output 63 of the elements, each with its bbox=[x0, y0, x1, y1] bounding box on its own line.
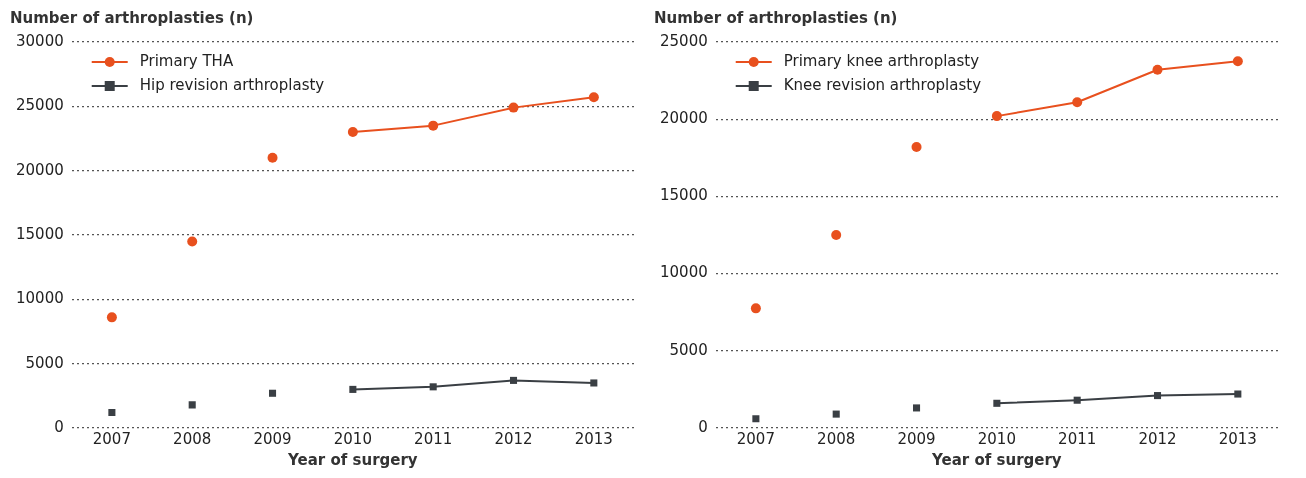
x-tick-label: 2008 bbox=[817, 429, 856, 448]
x-tick-label: 2010 bbox=[333, 429, 372, 448]
y-tick-label: 25000 bbox=[660, 31, 708, 50]
point bbox=[832, 410, 840, 418]
point bbox=[991, 111, 1002, 122]
point bbox=[188, 401, 196, 409]
y-tick-label: 15000 bbox=[16, 224, 64, 243]
x-tick-label: 2012 bbox=[1138, 429, 1177, 448]
point bbox=[1152, 64, 1163, 75]
x-axis-title: Year of surgery bbox=[287, 450, 418, 469]
y-axis-title: Number of arthroplasties (n) bbox=[654, 9, 898, 28]
legend-label: Knee revision arthroplasty bbox=[783, 75, 982, 94]
x-tick-label: 2007 bbox=[736, 429, 775, 448]
point bbox=[269, 389, 277, 397]
point bbox=[1153, 392, 1162, 400]
y-tick-label: 15000 bbox=[660, 186, 708, 205]
y-tick-label: 20000 bbox=[660, 109, 708, 128]
x-tick-label: 2009 bbox=[897, 429, 936, 448]
point bbox=[1072, 97, 1083, 108]
point bbox=[913, 404, 921, 412]
point bbox=[1073, 396, 1081, 404]
x-tick-label: 2008 bbox=[173, 429, 212, 448]
y-tick-label: 5000 bbox=[25, 353, 64, 372]
y-tick-label: 5000 bbox=[669, 340, 708, 359]
point bbox=[349, 385, 357, 393]
legend-label: Primary knee arthroplasty bbox=[783, 51, 980, 70]
y-tick-label: 0 bbox=[698, 417, 708, 436]
y-tick-label: 30000 bbox=[16, 31, 64, 50]
point bbox=[108, 409, 116, 417]
point bbox=[508, 102, 519, 113]
point bbox=[1234, 390, 1242, 398]
x-axis-title: Year of surgery bbox=[931, 450, 1062, 469]
point bbox=[911, 141, 922, 152]
point bbox=[750, 303, 761, 314]
y-tick-label: 20000 bbox=[16, 160, 64, 179]
legend-label: Hip revision arthroplasty bbox=[139, 75, 325, 94]
x-tick-label: 2010 bbox=[977, 429, 1016, 448]
point bbox=[428, 120, 439, 131]
legend-label: Primary THA bbox=[139, 51, 234, 70]
y-tick-label: 0 bbox=[54, 417, 64, 436]
point bbox=[993, 399, 1001, 407]
point bbox=[429, 383, 437, 391]
point bbox=[106, 312, 117, 323]
x-tick-label: 2009 bbox=[253, 429, 292, 448]
point bbox=[509, 376, 518, 384]
point bbox=[347, 127, 358, 138]
point bbox=[588, 92, 599, 103]
point bbox=[831, 230, 842, 240]
point bbox=[267, 152, 278, 163]
x-tick-label: 2007 bbox=[92, 429, 131, 448]
x-tick-label: 2013 bbox=[1218, 429, 1257, 448]
point bbox=[1232, 56, 1243, 67]
y-axis-title: Number of arthroplasties (n) bbox=[10, 9, 254, 28]
point bbox=[187, 236, 198, 247]
x-tick-label: 2011 bbox=[414, 429, 453, 448]
point bbox=[752, 415, 760, 423]
y-tick-label: 10000 bbox=[660, 263, 708, 282]
y-tick-label: 25000 bbox=[16, 96, 64, 115]
y-tick-label: 10000 bbox=[16, 289, 64, 308]
point bbox=[590, 379, 598, 387]
x-tick-label: 2011 bbox=[1058, 429, 1097, 448]
x-tick-label: 2013 bbox=[574, 429, 613, 448]
x-tick-label: 2012 bbox=[494, 429, 533, 448]
